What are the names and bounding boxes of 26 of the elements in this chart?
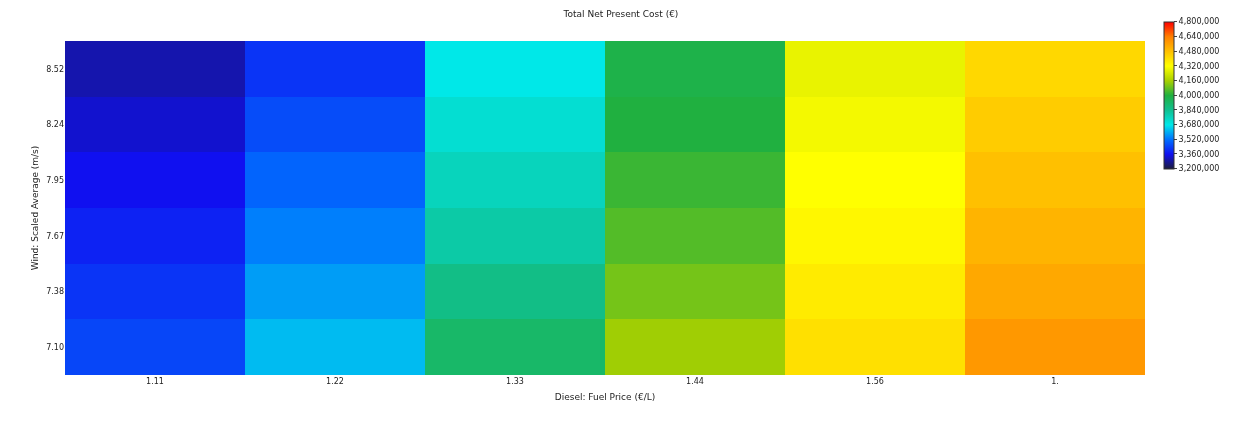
color-bar-label: 3,360,000 xyxy=(1178,149,1220,159)
y-tick-label: 7.10 xyxy=(46,342,64,352)
color-bar-label: 4,160,000 xyxy=(1178,76,1220,86)
x-tick-label: 1.44 xyxy=(686,377,704,386)
x-tick-label: 1.11 xyxy=(146,377,164,386)
chart-title: Total Net Present Cost (€) xyxy=(562,8,679,19)
x-tick-label: 1.56 xyxy=(866,377,884,386)
color-bar-label: 3,680,000 xyxy=(1178,120,1220,130)
y-axis-title: Wind: Scaled Average (m/s) xyxy=(29,145,40,271)
y-tick-label: 7.67 xyxy=(46,231,64,241)
color-bar-label: 3,200,000 xyxy=(1178,164,1220,174)
color-bar-label: 4,480,000 xyxy=(1178,46,1220,56)
x-tick-label: 1. xyxy=(1051,377,1059,386)
color-bar-label: 3,840,000 xyxy=(1178,105,1220,115)
y-tick-label: 8.24 xyxy=(46,120,64,130)
color-bar-label: 3,520,000 xyxy=(1178,135,1220,145)
x-axis-title: Diesel: Fuel Price (€/L) xyxy=(554,391,656,402)
x-tick-label: 1.22 xyxy=(326,377,344,386)
color-bar-label: 4,640,000 xyxy=(1178,32,1220,42)
x-tick-label: 1.33 xyxy=(506,377,524,386)
y-tick-label: 7.38 xyxy=(46,287,64,297)
color-bar-label: 4,320,000 xyxy=(1178,61,1220,71)
y-tick-label: 8.52 xyxy=(46,64,64,74)
color-bar-label: 4,800,000 xyxy=(1178,17,1220,27)
color-bar-label: 4,000,000 xyxy=(1178,90,1220,100)
y-tick-label: 7.95 xyxy=(46,175,64,185)
